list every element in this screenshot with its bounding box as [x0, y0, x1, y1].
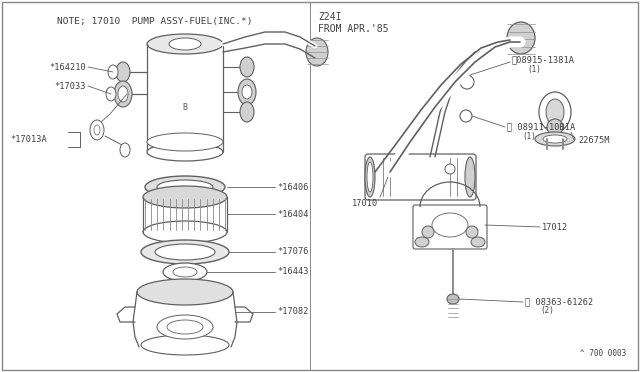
Ellipse shape [143, 186, 227, 208]
Ellipse shape [445, 164, 455, 174]
Ellipse shape [116, 62, 130, 82]
Ellipse shape [240, 102, 254, 122]
Text: Z24I: Z24I [318, 12, 342, 22]
Text: 17010: 17010 [352, 199, 378, 208]
Ellipse shape [141, 240, 229, 264]
Ellipse shape [367, 162, 373, 192]
Ellipse shape [90, 120, 104, 140]
Text: *17013A: *17013A [10, 135, 47, 144]
Ellipse shape [147, 133, 223, 151]
Ellipse shape [460, 75, 474, 89]
Text: ^ 700 0003: ^ 700 0003 [580, 350, 627, 359]
FancyBboxPatch shape [365, 154, 476, 200]
Ellipse shape [546, 99, 564, 125]
FancyBboxPatch shape [413, 205, 487, 249]
Ellipse shape [120, 143, 130, 157]
Ellipse shape [155, 244, 215, 260]
Ellipse shape [422, 226, 434, 238]
Ellipse shape [238, 79, 256, 105]
Text: *17076: *17076 [277, 247, 308, 257]
Ellipse shape [460, 110, 472, 122]
Ellipse shape [94, 125, 100, 135]
Text: Ⓝ 08911-10B1A: Ⓝ 08911-10B1A [507, 122, 575, 131]
Text: NOTE; 17010  PUMP ASSY-FUEL(INC.*): NOTE; 17010 PUMP ASSY-FUEL(INC.*) [57, 17, 253, 26]
Ellipse shape [169, 38, 201, 50]
Text: 22675M: 22675M [578, 135, 609, 144]
Ellipse shape [365, 157, 375, 197]
Ellipse shape [114, 81, 132, 107]
Ellipse shape [543, 135, 567, 143]
Text: Ⓢ 08363-61262: Ⓢ 08363-61262 [525, 298, 593, 307]
Ellipse shape [306, 38, 328, 66]
Ellipse shape [539, 92, 571, 132]
Ellipse shape [465, 157, 475, 197]
Text: *16443: *16443 [277, 267, 308, 276]
Text: *17082: *17082 [277, 308, 308, 317]
Ellipse shape [466, 226, 478, 238]
Ellipse shape [415, 237, 429, 247]
Text: *16406: *16406 [277, 183, 308, 192]
Ellipse shape [163, 263, 207, 281]
Ellipse shape [432, 213, 468, 237]
Ellipse shape [157, 180, 213, 194]
Ellipse shape [173, 267, 197, 277]
Ellipse shape [535, 132, 575, 146]
Ellipse shape [471, 237, 485, 247]
Ellipse shape [167, 320, 203, 334]
Text: 17012: 17012 [542, 222, 568, 231]
Text: B: B [182, 103, 188, 112]
Ellipse shape [108, 65, 118, 79]
Ellipse shape [447, 294, 459, 304]
Ellipse shape [141, 335, 229, 355]
Ellipse shape [145, 176, 225, 198]
Ellipse shape [157, 315, 213, 339]
Text: *17033: *17033 [54, 81, 86, 90]
Ellipse shape [507, 22, 535, 54]
Ellipse shape [143, 221, 227, 243]
Ellipse shape [147, 34, 223, 54]
Text: Ⓦ08915-1381A: Ⓦ08915-1381A [512, 55, 575, 64]
Ellipse shape [137, 279, 233, 305]
Text: (1): (1) [522, 131, 536, 141]
Text: (1): (1) [527, 64, 541, 74]
Ellipse shape [240, 57, 254, 77]
Text: *16404: *16404 [277, 209, 308, 218]
Text: (2): (2) [540, 307, 554, 315]
Ellipse shape [147, 143, 223, 161]
Ellipse shape [118, 86, 128, 102]
Text: *164210: *164210 [49, 62, 86, 71]
Ellipse shape [242, 85, 252, 99]
Ellipse shape [106, 87, 116, 101]
Text: FROM APR.'85: FROM APR.'85 [318, 24, 388, 34]
Ellipse shape [547, 119, 563, 135]
